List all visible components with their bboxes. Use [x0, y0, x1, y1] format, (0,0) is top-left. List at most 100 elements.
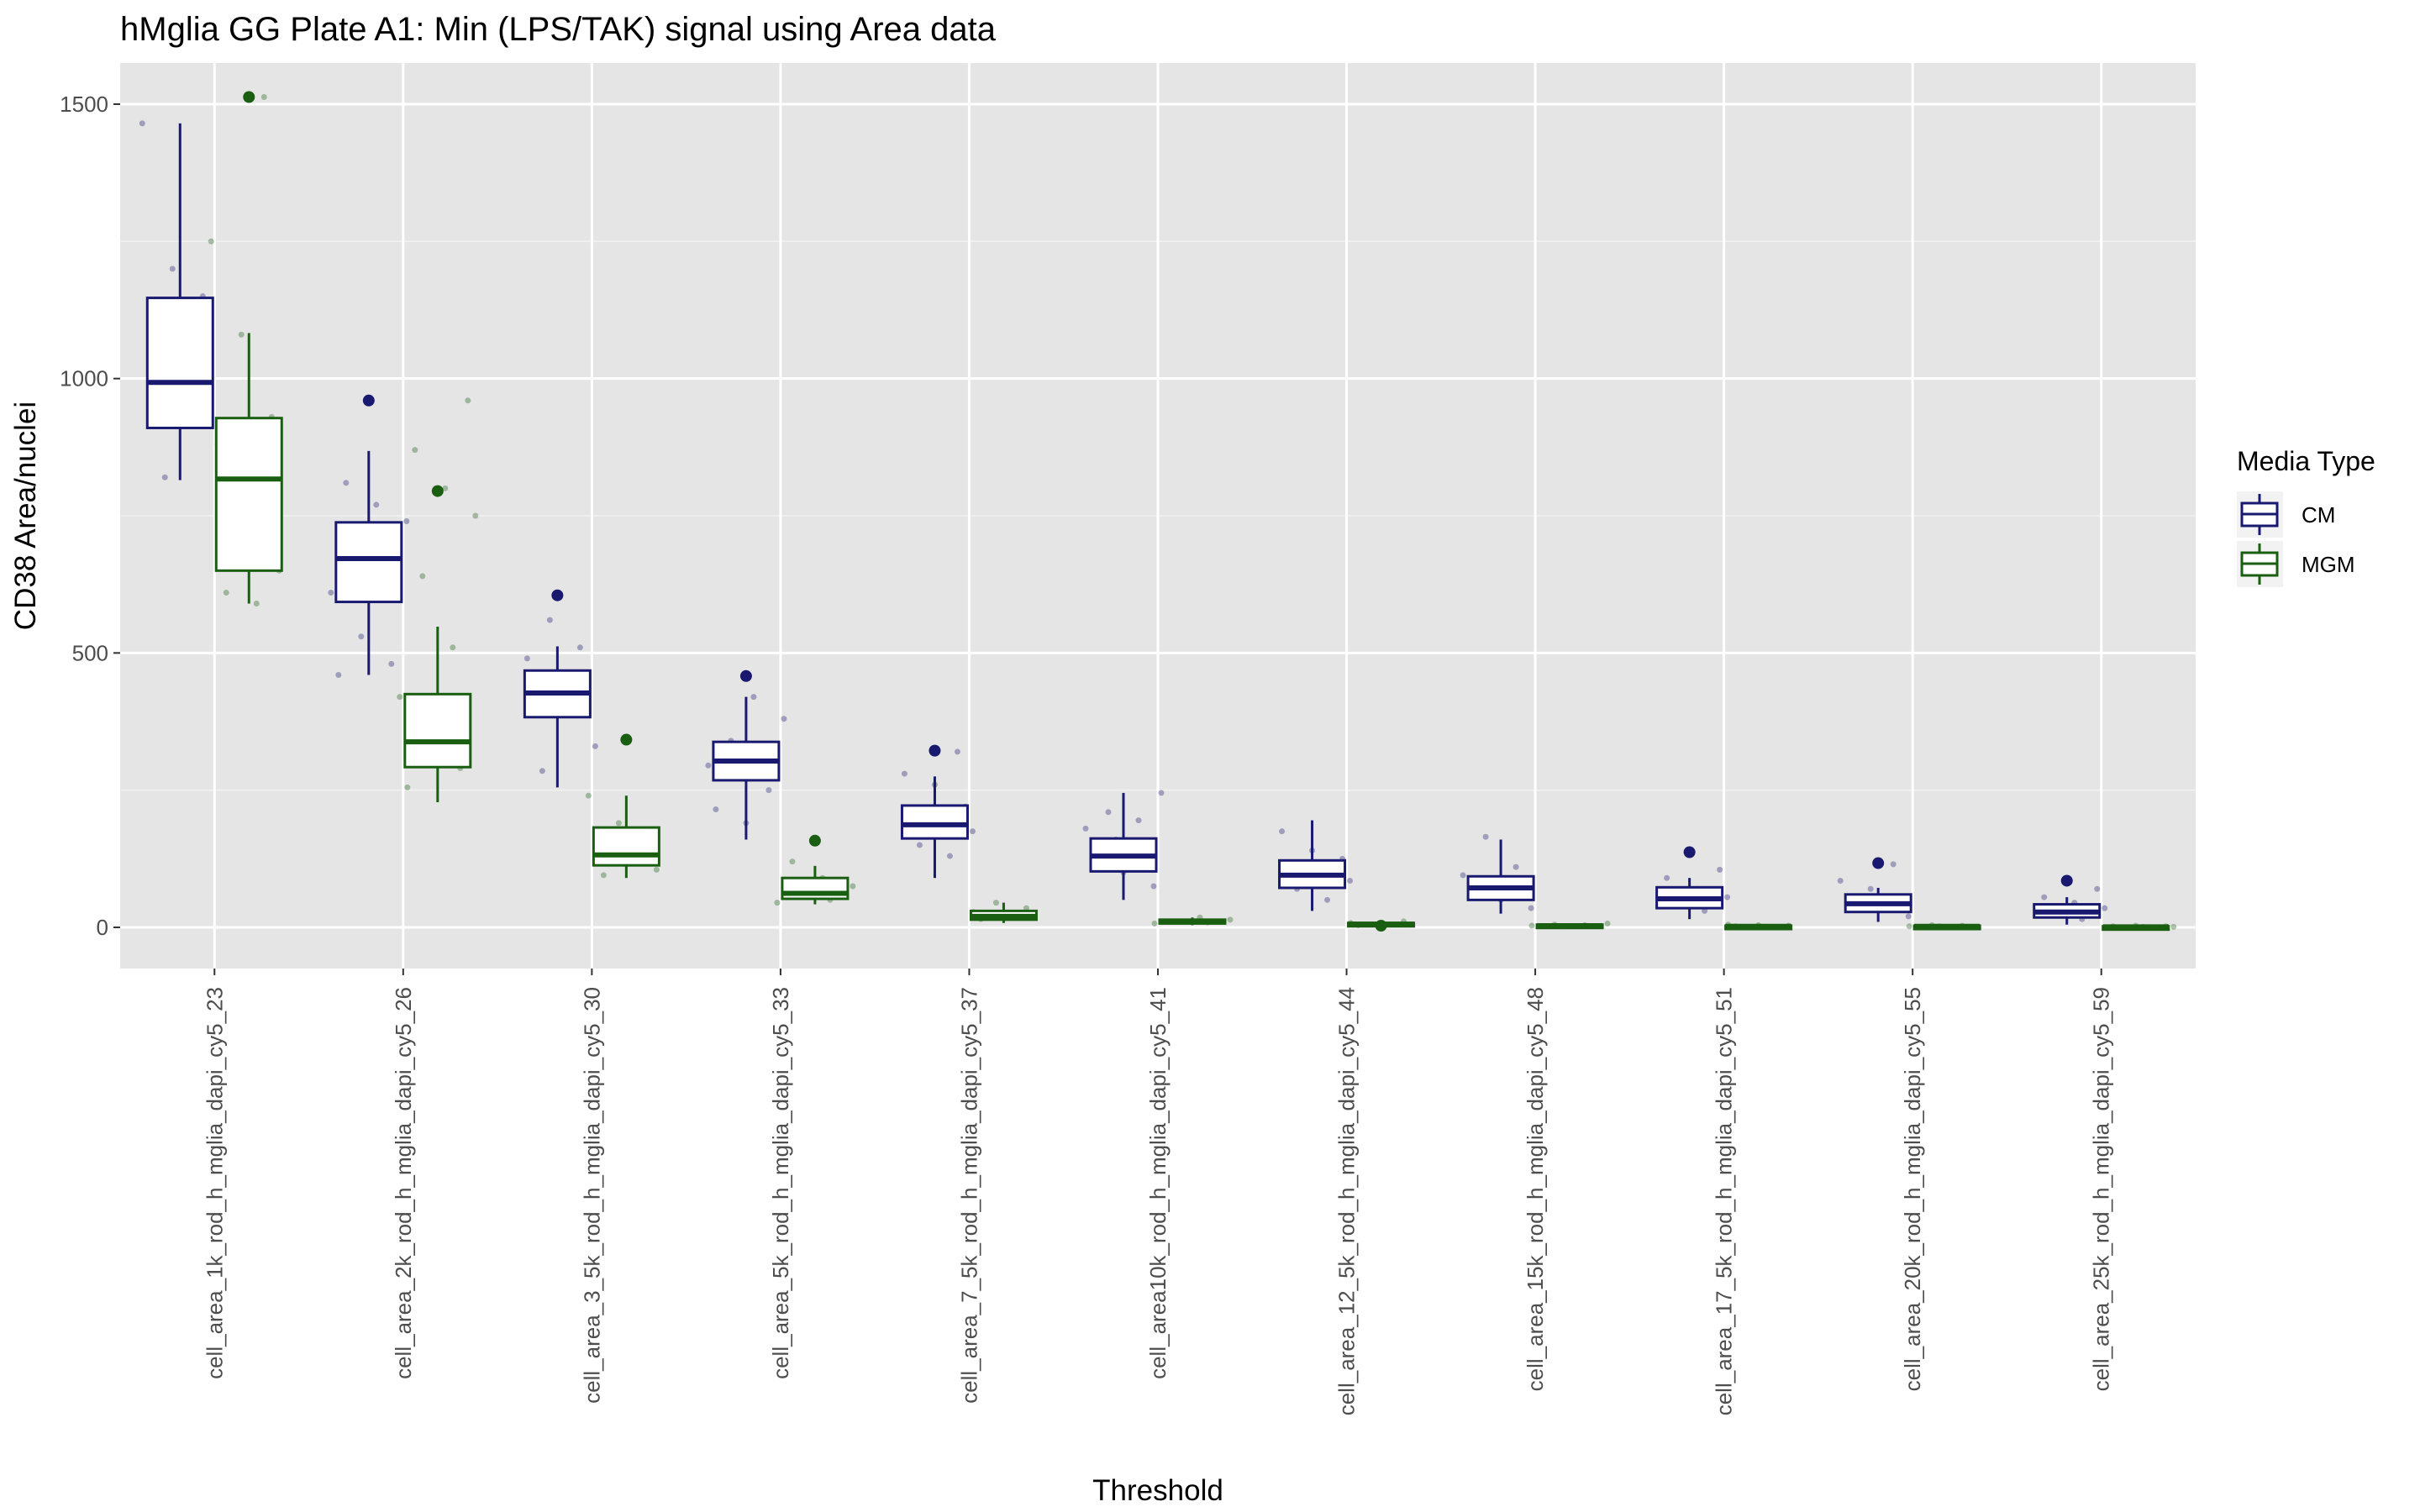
data-point: [1023, 905, 1029, 911]
data-point: [1324, 896, 1331, 903]
outlier-point: [243, 91, 255, 103]
data-point: [969, 828, 976, 835]
data-point: [1717, 866, 1723, 873]
data-point: [388, 660, 395, 667]
data-point: [412, 447, 418, 454]
x-tick-label: cell_area_25k_rod_h_mglia_dapi_cy5_59: [2089, 987, 2114, 1391]
legend: Media Type CM MGM: [2237, 446, 2375, 587]
y-tick-label: 1500: [60, 92, 108, 117]
box-cm: [900, 804, 969, 840]
data-point: [954, 748, 960, 755]
data-point: [465, 397, 471, 404]
data-point: [1227, 916, 1234, 923]
data-point: [419, 573, 426, 580]
outlier-point: [551, 589, 564, 601]
data-point: [161, 474, 168, 480]
x-tick-label: cell_area_3_5k_rod_h_mglia_dapi_cy5_30: [579, 987, 604, 1404]
data-point: [750, 694, 757, 701]
data-point: [781, 716, 787, 722]
data-point: [328, 589, 334, 596]
data-point: [2102, 905, 2108, 911]
data-point: [1460, 872, 1466, 879]
data-point: [592, 743, 598, 749]
data-point: [1906, 923, 1912, 930]
outlier-point: [362, 394, 375, 407]
data-point: [1528, 905, 1534, 911]
data-point: [713, 806, 719, 813]
data-point: [169, 265, 176, 272]
data-point: [2094, 885, 2101, 892]
data-point: [653, 866, 660, 873]
data-point: [253, 601, 260, 607]
box-cm: [334, 521, 403, 604]
data-point: [946, 853, 953, 859]
data-point: [1604, 920, 1611, 927]
data-point: [546, 617, 553, 623]
data-point: [1151, 920, 1158, 927]
x-tick-label: cell_area_17_5k_rod_h_mglia_dapi_cy5_51: [1712, 987, 1737, 1415]
chart-title: hMglia GG Plate A1: Min (LPS/TAK) signal…: [120, 11, 997, 48]
outlier-point: [431, 485, 444, 497]
data-point: [238, 331, 245, 338]
data-point: [1150, 883, 1157, 890]
data-point: [397, 694, 403, 701]
x-tick-label: cell_area10k_rod_h_mglia_dapi_cy5_41: [1145, 987, 1171, 1379]
legend-label-mgm: MGM: [2302, 552, 2355, 577]
data-point: [585, 792, 592, 799]
y-tick-label: 0: [97, 915, 108, 940]
outlier-point: [1375, 920, 1387, 932]
y-tick-label: 1000: [60, 366, 108, 391]
outlier-point: [1683, 846, 1696, 858]
x-tick-label: cell_area_7_5k_rod_h_mglia_dapi_cy5_37: [956, 987, 981, 1404]
y-axis-title: CD38 Area/nuclei: [9, 402, 42, 630]
data-point: [705, 762, 712, 769]
outlier-point: [1872, 857, 1885, 869]
legend-keys: [2237, 491, 2283, 587]
data-point: [765, 787, 772, 794]
data-point: [600, 872, 607, 879]
legend-title: Media Type: [2237, 446, 2375, 476]
box-cm: [145, 297, 214, 429]
outlier-point: [739, 669, 752, 682]
x-axis-title: Threshold: [1092, 1474, 1223, 1507]
data-point: [1528, 922, 1535, 929]
box-layer: [145, 91, 2170, 932]
x-tick-label: cell_area_2k_rod_h_mglia_dapi_cy5_26: [391, 987, 416, 1379]
box-mgm: [592, 826, 660, 867]
outlier-point: [620, 733, 633, 746]
data-point: [1702, 907, 1708, 914]
data-point: [850, 883, 856, 890]
data-point: [335, 671, 342, 678]
x-tick-label: cell_area_15k_rod_h_mglia_dapi_cy5_48: [1523, 987, 1548, 1391]
x-tick-label: cell_area_1k_rod_h_mglia_dapi_cy5_23: [202, 987, 227, 1379]
data-point: [450, 644, 456, 651]
x-tick-label: cell_area_12_5k_rod_h_mglia_dapi_cy5_44: [1334, 987, 1360, 1415]
data-point: [916, 842, 923, 848]
data-point: [1837, 877, 1844, 884]
data-point: [260, 94, 267, 101]
data-point: [901, 770, 908, 777]
data-point: [992, 900, 999, 906]
data-point: [1512, 864, 1519, 870]
data-point: [343, 480, 350, 486]
data-point: [442, 485, 449, 491]
data-point: [403, 518, 410, 525]
x-tick-label: cell_area_20k_rod_h_mglia_dapi_cy5_55: [1900, 987, 1925, 1391]
data-point: [208, 238, 214, 244]
grid-layer: [120, 63, 2196, 969]
outlier-point: [929, 744, 941, 757]
y-tick-label: 500: [72, 640, 108, 665]
data-point: [1905, 913, 1912, 920]
data-point: [1279, 828, 1286, 835]
data-point: [2041, 894, 2048, 900]
data-point: [1664, 874, 1670, 881]
data-point: [774, 900, 781, 906]
data-point: [1105, 809, 1112, 816]
legend-label-cm: CM: [2302, 502, 2335, 528]
data-point: [576, 644, 583, 651]
data-point: [472, 512, 479, 519]
data-point: [139, 120, 145, 127]
data-point: [1890, 861, 1897, 868]
